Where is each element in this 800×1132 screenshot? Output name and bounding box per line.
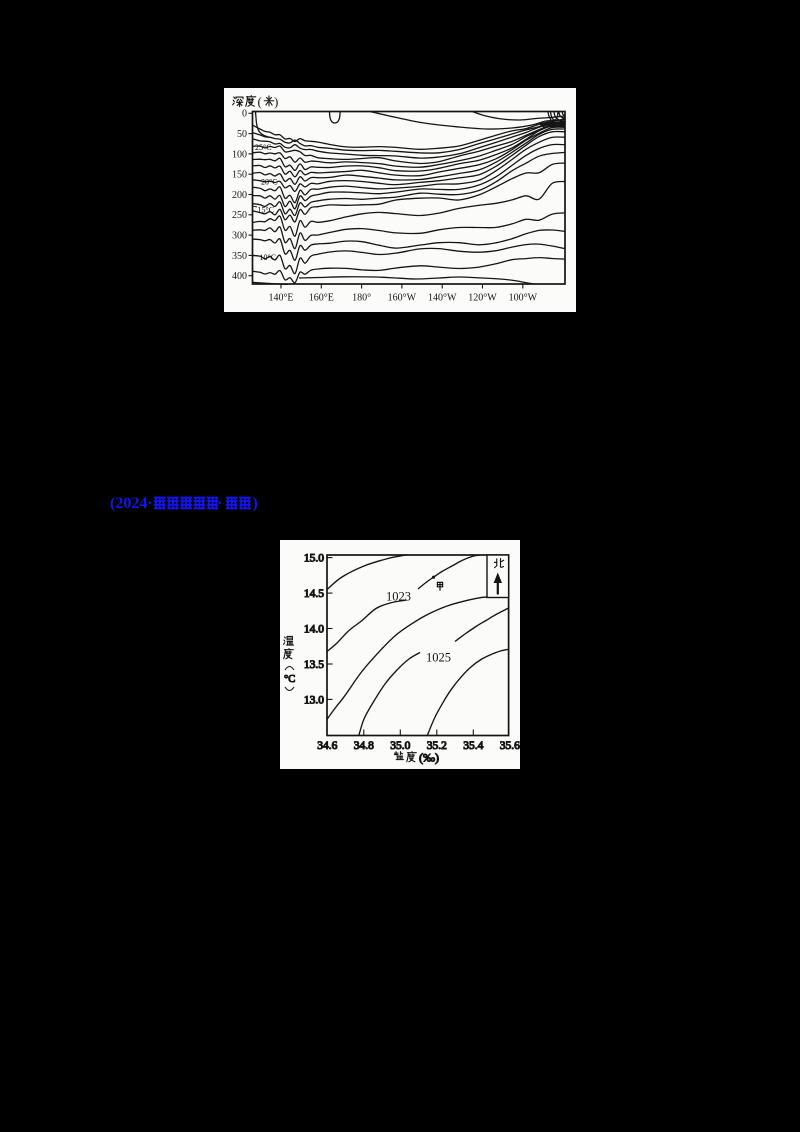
svg-text:10°C: 10°C (260, 253, 277, 262)
svg-text:15°C: 15°C (258, 205, 275, 214)
svg-text:35.2: 35.2 (427, 740, 447, 752)
svg-text:13.0: 13.0 (304, 694, 324, 706)
svg-text:·: · (217, 495, 222, 512)
svg-text:(2024·: (2024· (110, 495, 153, 512)
svg-text:300: 300 (232, 230, 247, 241)
svg-text:): ) (253, 495, 258, 512)
svg-text:180°: 180° (352, 292, 371, 303)
svg-text:50: 50 (237, 129, 247, 140)
svg-text:20°C: 20°C (261, 177, 278, 186)
svg-text:140°E: 140°E (268, 292, 293, 303)
svg-text:34.6: 34.6 (317, 740, 337, 752)
svg-text:15.0: 15.0 (304, 553, 324, 565)
svg-text:1025: 1025 (426, 651, 451, 665)
svg-text:1023: 1023 (386, 590, 411, 604)
svg-text:100°W: 100°W (509, 292, 538, 303)
svg-text:160°W: 160°W (388, 292, 417, 303)
svg-text:35.4: 35.4 (463, 740, 483, 752)
svg-text:200: 200 (232, 189, 247, 200)
svg-text:120°W: 120°W (468, 292, 497, 303)
svg-text:13.5: 13.5 (304, 659, 324, 671)
svg-text:160°E: 160°E (309, 292, 334, 303)
svg-text:14.0: 14.0 (304, 624, 324, 636)
svg-text:400: 400 (232, 271, 247, 282)
svg-text:140°W: 140°W (428, 292, 457, 303)
svg-text:150: 150 (232, 169, 247, 180)
svg-text:250: 250 (232, 210, 247, 221)
svg-text:100: 100 (232, 149, 247, 160)
svg-text:35.0: 35.0 (390, 740, 410, 752)
svg-text:25°C: 25°C (255, 143, 272, 152)
svg-text:0: 0 (242, 108, 247, 119)
svg-text:350: 350 (232, 250, 247, 261)
svg-text:34.8: 34.8 (354, 740, 374, 752)
svg-text:(‰): (‰) (419, 751, 439, 765)
svg-text:(: ( (258, 94, 262, 109)
svg-text:): ) (274, 94, 278, 109)
svg-text:14.5: 14.5 (304, 588, 324, 600)
svg-text:°C: °C (284, 674, 295, 685)
svg-text:35.6: 35.6 (500, 740, 520, 752)
